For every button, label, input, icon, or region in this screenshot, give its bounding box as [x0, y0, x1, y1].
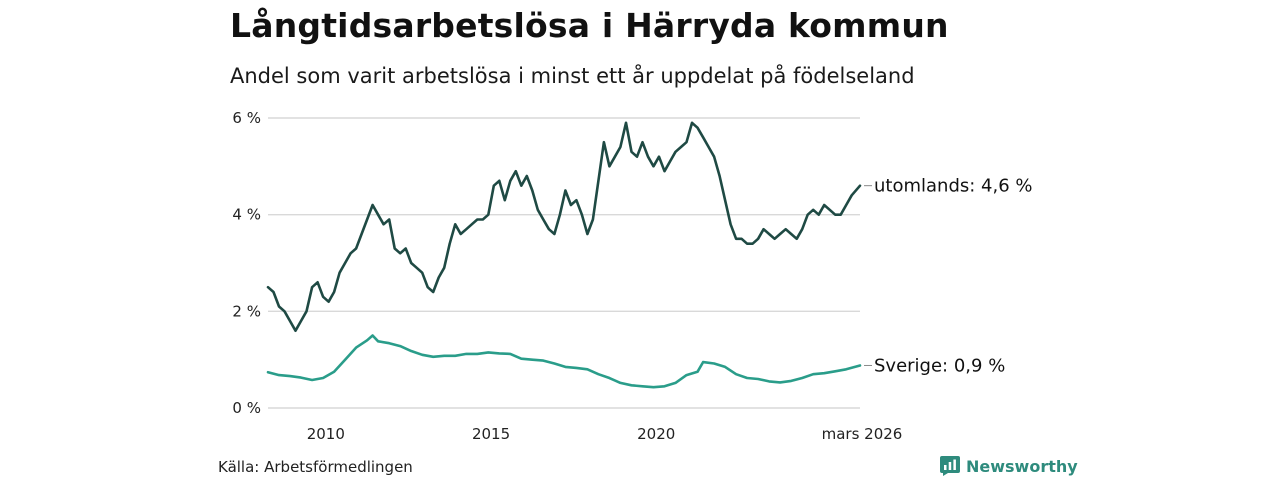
chart-title: Långtidsarbetslösa i Härryda kommun [230, 6, 949, 45]
bar-chart-icon [940, 456, 960, 476]
x-tick-label: 2015 [472, 425, 510, 443]
brand-logo: Newsworthy [940, 456, 1078, 476]
series-lines [266, 121, 862, 389]
series-end-labels: utomlands: 4,6 % Sverige: 0,9 % [864, 176, 1033, 376]
x-axis-ticks: 2010 2015 2020 mars 2026 [307, 425, 903, 443]
series-end-label: utomlands: 4,6 % [874, 176, 1033, 197]
series-end-label: Sverige: 0,9 % [874, 355, 1005, 376]
x-tick-label: 2010 [307, 425, 345, 443]
y-axis-ticks: 0 % 2 % 4 % 6 % [232, 109, 261, 417]
y-tick-label: 0 % [232, 399, 261, 417]
y-tick-label: 2 % [232, 302, 261, 320]
line-chart: 0 % 2 % 4 % 6 % 2010 2015 2020 mars 2026 utoml… [232, 109, 1033, 443]
y-tick-label: 4 % [232, 206, 261, 224]
brand-name: Newsworthy [966, 456, 1078, 476]
source-note: Källa: Arbetsförmedlingen [218, 458, 413, 476]
grid-lines [268, 117, 860, 409]
x-tick-label: 2020 [637, 425, 675, 443]
chart-subtitle: Andel som varit arbetslösa i minst ett å… [230, 64, 915, 88]
series-line-utomlands [266, 121, 862, 332]
series-line-sverige [266, 334, 862, 389]
y-tick-label: 6 % [232, 109, 261, 127]
x-tick-label: mars 2026 [822, 425, 903, 443]
